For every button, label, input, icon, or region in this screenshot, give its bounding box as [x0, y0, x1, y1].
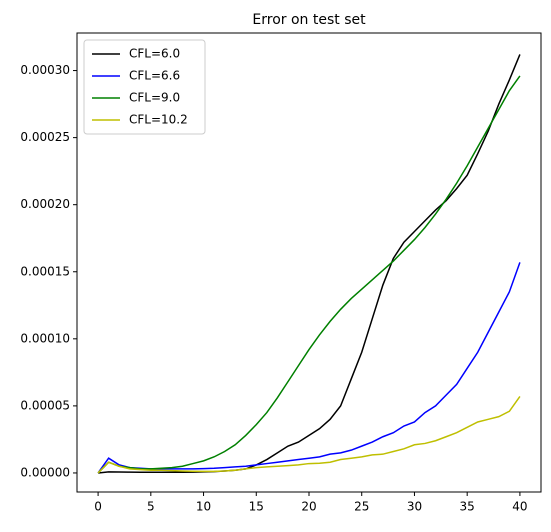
y-tick-label: 0.00010 — [20, 331, 70, 345]
y-tick-label: 0.00025 — [20, 130, 70, 144]
x-tick-label: 40 — [512, 500, 527, 514]
legend-label: CFL=6.0 — [129, 47, 180, 61]
y-tick-label: 0.00000 — [20, 465, 70, 479]
x-tick-label: 35 — [460, 500, 475, 514]
legend-box — [83, 39, 206, 135]
x-tick-label: 15 — [249, 500, 264, 514]
x-tick-label: 10 — [196, 500, 211, 514]
x-tick-label: 0 — [94, 500, 102, 514]
x-tick-label: 30 — [407, 500, 422, 514]
y-tick-label: 0.00020 — [20, 197, 70, 211]
chart-title: Error on test set — [252, 12, 366, 28]
series-line — [97, 262, 521, 474]
legend-label: CFL=6.6 — [129, 69, 180, 83]
y-tick-label: 0.00030 — [20, 63, 70, 77]
y-tick-label: 0.00005 — [20, 398, 70, 412]
series-line — [98, 54, 521, 474]
series-line — [97, 75, 521, 474]
x-tick-label: 25 — [354, 500, 369, 514]
legend-label: CFL=10.2 — [129, 113, 188, 127]
y-tick-label: 0.00015 — [20, 264, 70, 278]
legend-label: CFL=9.0 — [129, 91, 180, 105]
series-line — [97, 396, 521, 474]
x-tick-label: 5 — [147, 500, 155, 514]
x-tick-label: 20 — [301, 500, 316, 514]
